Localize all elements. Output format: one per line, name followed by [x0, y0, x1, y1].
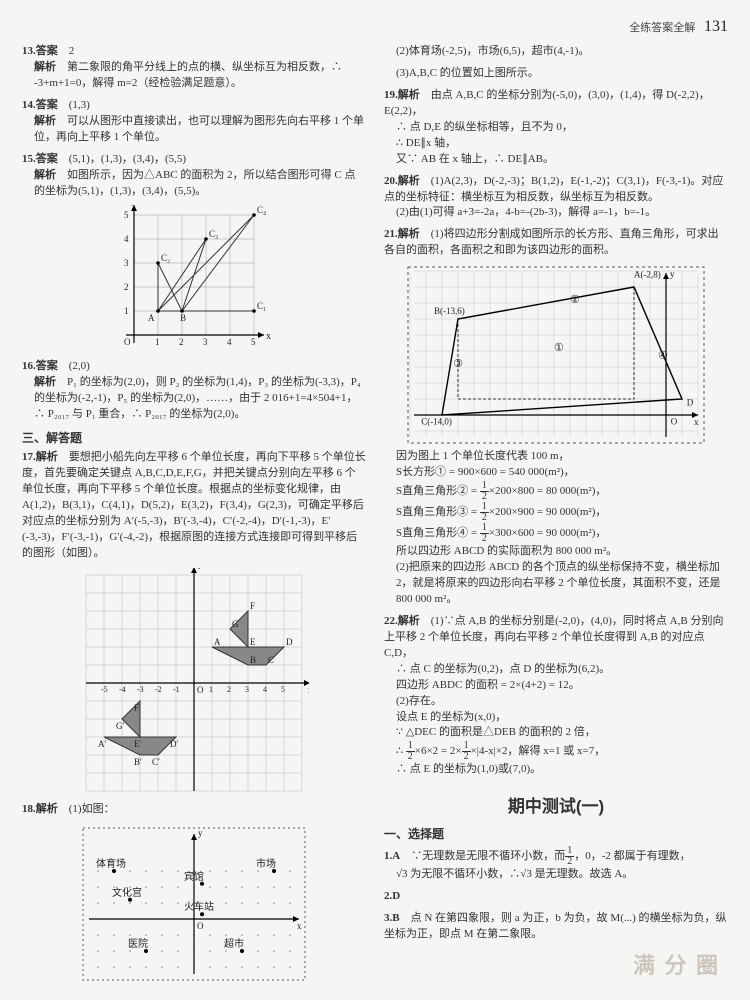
figure-18: Ox y 体育场宾馆 市场文化宫火车站医院 超市 [79, 824, 309, 984]
q22: 22.解析 (1)∵点 A,B 的坐标分别是(-2,0)，(4,0)，同时将点 … [384, 614, 728, 778]
q20: 20.解析 (1)A(2,3)，D(-2,-3)；B(1,2)，E(-1,-2)… [384, 174, 728, 222]
svg-text:2: 2 [227, 685, 231, 694]
q18c: (3)A,B,C 的位置如上图所示。 [396, 66, 728, 82]
svg-text:3: 3 [245, 685, 249, 694]
right-column: (2)体育场(-2,5)，市场(6,5)，超市(4,-1)。 (3)A,B,C … [384, 44, 728, 988]
svg-text:D: D [687, 398, 694, 408]
svg-text:文化宫: 文化宫 [112, 885, 142, 898]
svg-text:-2: -2 [155, 685, 162, 694]
q13: 13.答案 2 解析 第二象限的角平分线上的点的横、纵坐标互为相反数，∴ -3+… [22, 44, 366, 92]
q18b: (2)体育场(-2,5)，市场(6,5)，超市(4,-1)。 [396, 44, 728, 60]
header-text: 全练答案全解 [629, 22, 695, 34]
midterm-title: 期中测试(一) [384, 792, 728, 817]
svg-text:3: 3 [203, 337, 208, 347]
svg-text:②: ② [570, 294, 580, 306]
svg-text:A(-2,8): A(-2,8) [634, 270, 661, 280]
page-header: 全练答案全解 131 [22, 18, 728, 36]
svg-text:5: 5 [124, 210, 129, 220]
svg-text:B: B [180, 313, 186, 323]
svg-text:y: y [198, 568, 203, 569]
q18: 18.解析 (1)如图： [22, 802, 366, 818]
svg-text:④: ④ [658, 350, 668, 362]
section-3-header: 三、解答题 [22, 429, 366, 446]
svg-text:x: x [308, 685, 309, 695]
svg-text:医院: 医院 [128, 937, 148, 950]
svg-text:C′: C′ [152, 757, 160, 767]
svg-text:x: x [694, 417, 699, 427]
q14: 14.答案 (1,3) 解析 可以从图形中直接读出，也可以理解为图形先向右平移 … [22, 98, 366, 146]
section-1-header: 一、选择题 [384, 825, 728, 842]
svg-text:B(-13,6): B(-13,6) [434, 306, 465, 316]
q19: 19.解析 由点 A,B,C 的坐标分别为(-5,0)，(3,0)，(1,4)，… [384, 88, 728, 168]
svg-text:C(-14,0): C(-14,0) [421, 417, 452, 427]
svg-text:y: y [670, 269, 675, 279]
svg-text:5: 5 [281, 685, 285, 694]
svg-text:③: ③ [453, 358, 463, 370]
svg-text:A: A [214, 637, 221, 647]
svg-text:O: O [197, 685, 204, 695]
svg-text:2: 2 [179, 337, 184, 347]
svg-text:y: y [198, 828, 203, 838]
svg-text:-1: -1 [173, 685, 180, 694]
figure-17: Ox y -5 -4 -3 -2 -1 1 2 3 4 5 A B C D E F G A′ B′ C′ D′ E′ F′ G′ [79, 568, 309, 798]
figure-15: 1 1 2 2 3 3 4 4 5 5 Ox y C₁ C₂ C₃ C₄ A B [104, 205, 284, 355]
svg-text:F: F [250, 601, 255, 611]
svg-text:x: x [266, 331, 271, 342]
svg-text:D′: D′ [170, 739, 178, 749]
watermark: 满 分 圈 [633, 948, 720, 980]
svg-text:x: x [297, 921, 302, 931]
svg-text:E′: E′ [134, 739, 141, 749]
svg-text:E: E [250, 637, 256, 647]
svg-text:F′: F′ [134, 703, 141, 713]
svg-text:1: 1 [155, 337, 160, 347]
left-column: 13.答案 2 解析 第二象限的角平分线上的点的横、纵坐标互为相反数，∴ -3+… [22, 44, 366, 988]
q21-calc: 因为图上 1 个单位长度代表 100 m， S长方形① = 900×600 = … [396, 449, 728, 608]
svg-text:B′: B′ [134, 757, 142, 767]
page-number: 131 [704, 18, 728, 35]
svg-text:B: B [250, 655, 256, 665]
svg-text:-3: -3 [137, 685, 144, 694]
q21: 21.解析 (1)将四边形分割成如图所示的长方形、直角三角形，可求出各自的面积，… [384, 227, 728, 259]
svg-text:-4: -4 [119, 685, 126, 694]
svg-text:4: 4 [227, 337, 232, 347]
svg-text:1: 1 [124, 306, 129, 316]
svg-text:超市: 超市 [224, 937, 244, 950]
q16: 16.答案 (2,0) 解析 P₁ 的坐标为(2,0)，则 P₂ 的坐标为(1,… [22, 359, 366, 423]
mc2: 2.D [384, 889, 728, 905]
q15: 15.答案 (5,1)，(1,3)，(3,4)，(5,5) 解析 如图所示，因为… [22, 152, 366, 200]
svg-text:C₃: C₃ [209, 229, 218, 239]
figure-21: A(-2,8) B(-13,6) C(-14,0) DO ① ② ③ ④ x y [406, 265, 706, 445]
svg-text:①: ① [554, 342, 564, 354]
svg-text:4: 4 [124, 234, 129, 244]
svg-text:O: O [671, 417, 678, 427]
svg-text:2: 2 [124, 282, 129, 292]
svg-text:A: A [148, 313, 155, 323]
svg-text:D: D [286, 637, 293, 647]
svg-text:体育场: 体育场 [96, 857, 126, 870]
svg-text:C₄: C₄ [257, 205, 266, 215]
svg-text:O: O [124, 337, 131, 347]
svg-text:5: 5 [251, 337, 256, 347]
svg-text:市场: 市场 [256, 857, 276, 870]
svg-text:C: C [268, 655, 274, 665]
two-column-layout: 13.答案 2 解析 第二象限的角平分线上的点的横、纵坐标互为相反数，∴ -3+… [22, 44, 728, 988]
svg-text:C₁: C₁ [257, 301, 266, 311]
svg-text:G: G [232, 619, 239, 629]
q17: 17.解析 要想把小船先向左平移 6 个单位长度，再向下平移 5 个单位长度，首… [22, 450, 366, 562]
svg-text:C₂: C₂ [161, 253, 170, 263]
svg-text:G′: G′ [116, 721, 124, 731]
svg-text:A′: A′ [98, 739, 106, 749]
svg-text:宾馆: 宾馆 [184, 869, 204, 882]
svg-text:y: y [131, 205, 136, 206]
svg-text:火车站: 火车站 [184, 900, 214, 913]
svg-text:3: 3 [124, 258, 129, 268]
svg-text:-5: -5 [101, 685, 108, 694]
svg-text:1: 1 [209, 685, 213, 694]
mc1: 1.A ∵无理数是无限不循环小数，而12，0，-2 都属于有理数， √3 为无限… [384, 846, 728, 883]
svg-text:O: O [197, 921, 204, 931]
mc3: 3.B 点 N 在第四象限，则 a 为正，b 为负，故 M(...) 的横坐标为… [384, 911, 728, 943]
svg-text:4: 4 [263, 685, 267, 694]
